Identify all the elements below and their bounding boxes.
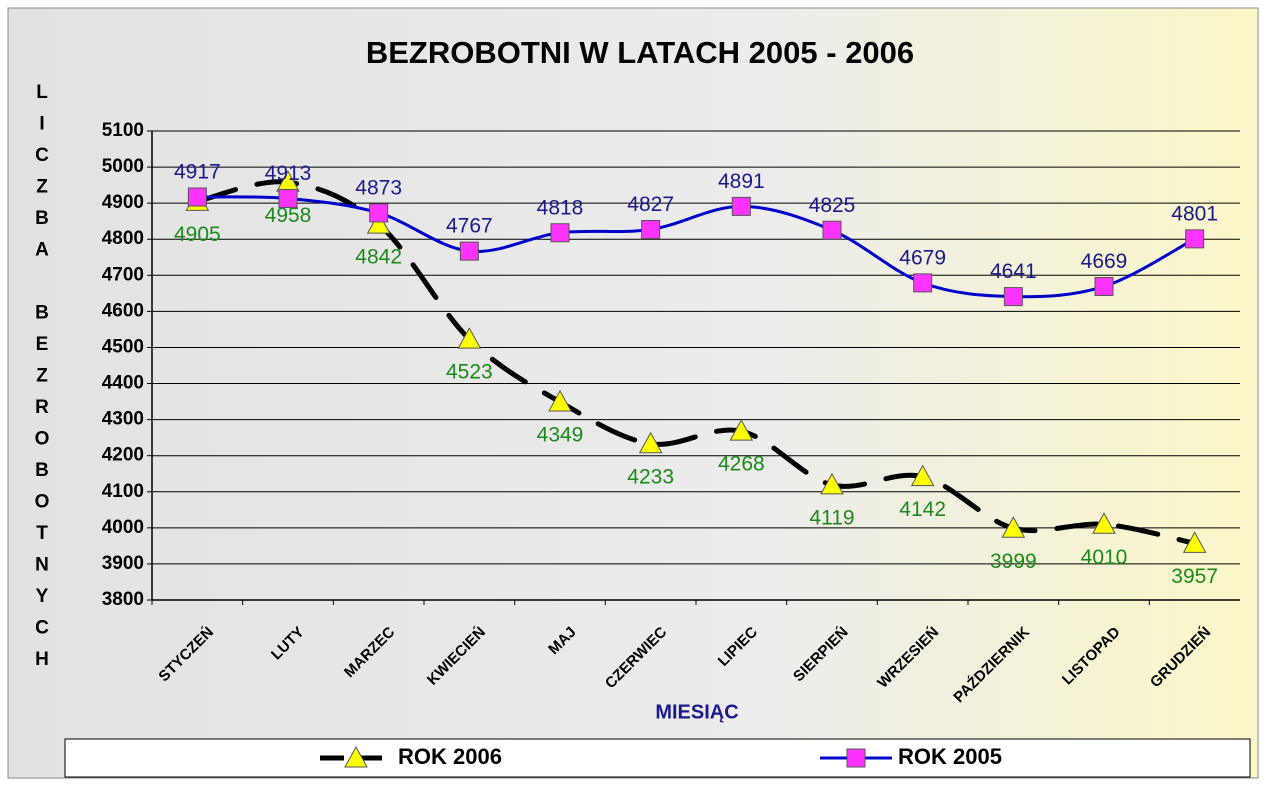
data-label: 4873 — [355, 176, 402, 199]
data-label: 4891 — [718, 170, 765, 193]
data-label: 4119 — [809, 506, 854, 529]
data-label: 4142 — [899, 498, 946, 521]
data-label: 3957 — [1171, 565, 1218, 588]
data-point — [1182, 531, 1207, 553]
data-point — [459, 241, 479, 261]
data-label: 4818 — [537, 196, 584, 219]
y-tick-label: 4600 — [102, 300, 144, 321]
data-label: 4679 — [899, 246, 946, 269]
data-point — [913, 273, 933, 293]
data-label: 4825 — [809, 194, 856, 217]
data-label: 4917 — [174, 161, 221, 184]
data-label: 3999 — [990, 550, 1037, 573]
y-tick-label: 4300 — [102, 409, 144, 430]
data-point — [1001, 516, 1026, 538]
y-axis-title: LICZBA BEZROBOTNYCH — [32, 82, 53, 681]
data-label: 4349 — [537, 423, 584, 446]
legend-marker — [344, 745, 368, 768]
data-point — [1185, 229, 1205, 249]
legend-marker — [846, 748, 866, 768]
data-point — [822, 220, 842, 240]
data-label: 4767 — [446, 215, 493, 238]
data-point — [641, 219, 661, 239]
data-label: 4669 — [1081, 250, 1128, 273]
data-point — [366, 212, 391, 234]
y-tick-label: 4900 — [102, 192, 144, 213]
y-tick-label: 4100 — [102, 481, 144, 502]
y-tick-label: 4700 — [102, 264, 144, 285]
data-point — [820, 472, 844, 495]
y-tick-label: 4200 — [102, 445, 144, 466]
y-tick-label: 3900 — [102, 553, 144, 574]
data-point — [1003, 287, 1023, 307]
x-axis-title: MIESIĄC — [655, 701, 738, 723]
y-tick-label: 4000 — [102, 517, 144, 538]
y-tick-label: 5000 — [102, 156, 144, 177]
data-point — [1092, 512, 1116, 534]
data-point — [187, 187, 207, 207]
data-point — [910, 464, 935, 487]
data-point — [1094, 276, 1114, 296]
y-tick-label: 4400 — [102, 373, 144, 394]
data-point — [729, 419, 754, 441]
data-point — [548, 389, 572, 412]
data-label: 4801 — [1171, 202, 1218, 225]
data-label: 4905 — [174, 223, 221, 246]
y-tick-label: 3800 — [102, 589, 144, 610]
data-label: 4827 — [627, 193, 674, 216]
data-point — [278, 188, 298, 208]
data-label: 4958 — [265, 204, 312, 227]
data-label: 4842 — [355, 246, 402, 269]
data-label: 4233 — [627, 465, 674, 488]
chart-title: BEZROBOTNI W LATACH 2005 - 2006 — [366, 35, 914, 70]
data-label: 4010 — [1081, 546, 1128, 569]
y-tick-label: 4500 — [102, 336, 144, 357]
data-point — [550, 223, 570, 243]
legend-label: ROK 2006 — [398, 744, 502, 769]
y-tick-label: 4800 — [102, 228, 144, 249]
legend — [64, 738, 1251, 778]
data-label: 4268 — [718, 453, 765, 476]
y-tick-label: 5100 — [102, 120, 144, 141]
data-label: 4523 — [446, 361, 493, 384]
data-label: 4913 — [265, 162, 312, 185]
chart-area — [7, 7, 1259, 779]
data-point — [369, 203, 389, 223]
data-label: 4641 — [990, 260, 1037, 283]
data-point — [457, 327, 482, 349]
legend-label: ROK 2005 — [898, 744, 1002, 769]
data-point — [638, 431, 663, 454]
data-point — [731, 196, 751, 216]
